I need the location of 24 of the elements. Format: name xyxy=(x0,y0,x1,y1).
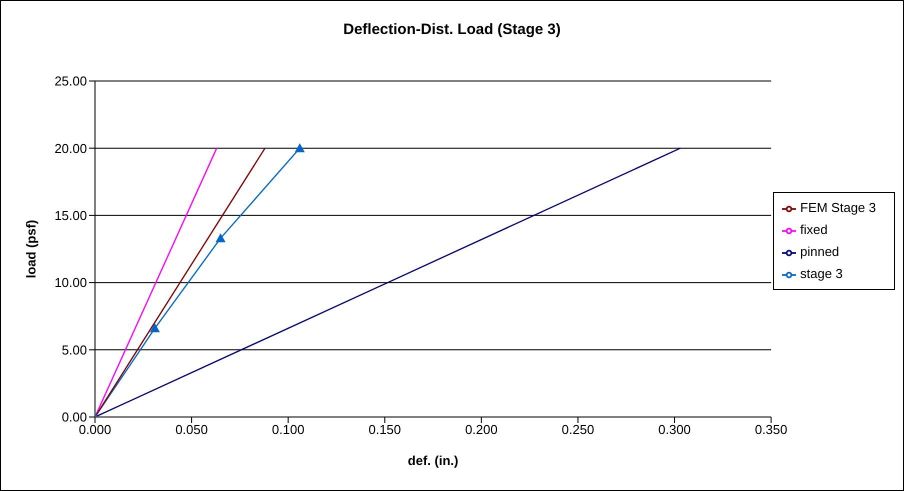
x-tick-label: 0.250 xyxy=(562,422,594,438)
x-tick-label: 0.350 xyxy=(754,422,788,438)
y-tick-label: 25.00 xyxy=(54,74,87,89)
point xyxy=(294,143,305,152)
x-tick-label: 0.000 xyxy=(78,422,112,438)
x-tick-label: 0.050 xyxy=(175,422,208,438)
x-axis-title: def. (in.) xyxy=(408,453,458,468)
legend-label: FEM Stage 3 xyxy=(800,200,876,215)
y-tick-label: 15.00 xyxy=(54,208,87,224)
y-tick-label: 10.00 xyxy=(54,275,87,290)
point xyxy=(216,233,226,242)
legend-label: pinned xyxy=(800,244,840,259)
y-axis-title: load (psf) xyxy=(24,220,39,278)
chart-title: Deflection-Dist. Load (Stage 3) xyxy=(342,21,562,38)
x-tick-label: 0.300 xyxy=(658,422,691,438)
point xyxy=(150,323,160,332)
legend-label: fixed xyxy=(800,222,828,237)
x-tick-label: 0.200 xyxy=(465,422,498,438)
y-tick-label: 0.00 xyxy=(62,410,87,425)
x-tick-label: 0.100 xyxy=(272,422,304,438)
y-tick-label: 5.00 xyxy=(62,342,87,358)
legend-label: stage 3 xyxy=(800,266,843,281)
y-tick-label: 20.00 xyxy=(54,140,87,156)
x-tick-label: 0.150 xyxy=(368,422,402,438)
